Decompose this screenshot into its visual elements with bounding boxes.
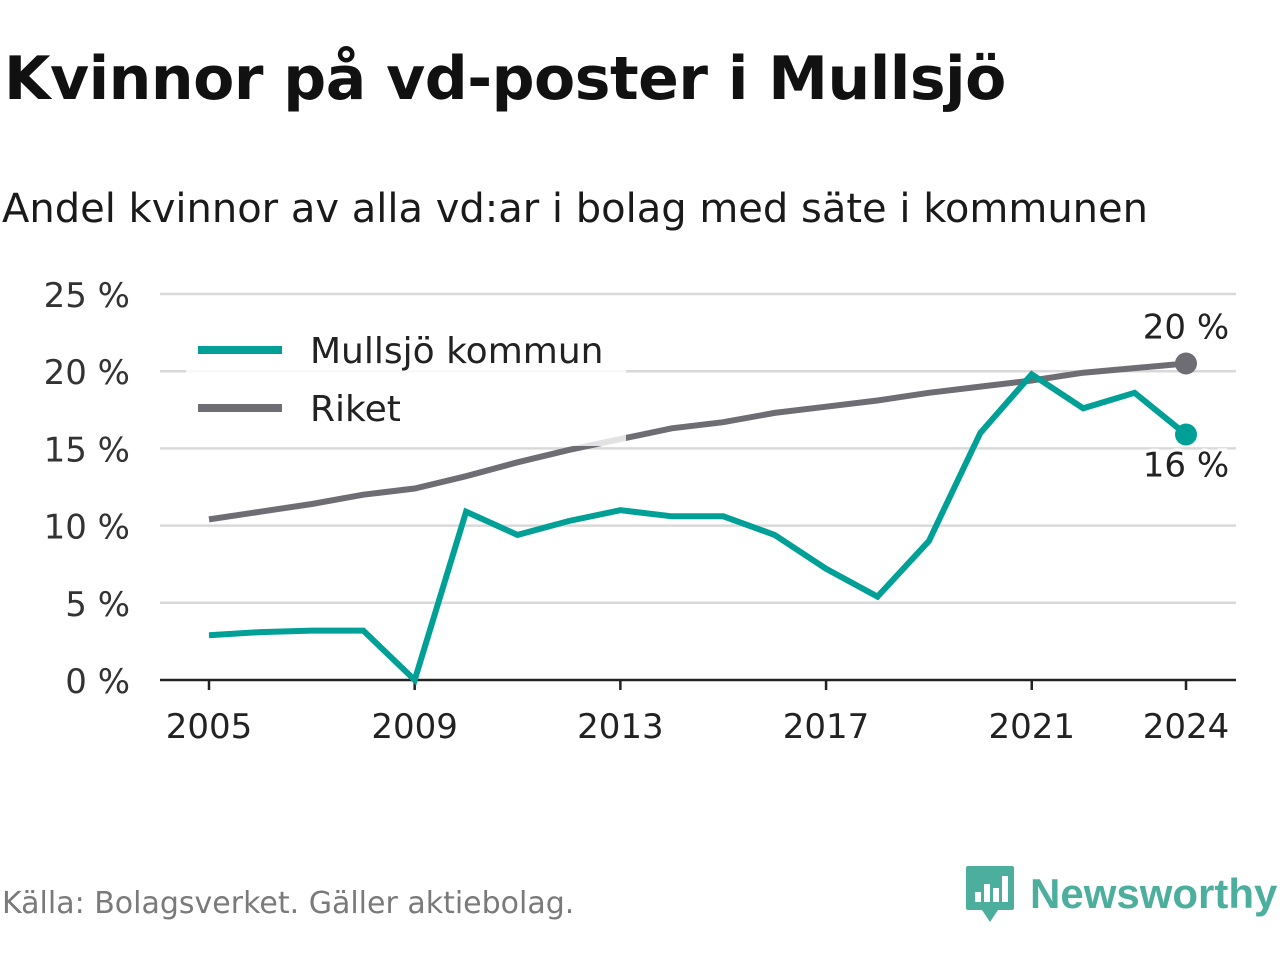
y-tick-label: 15 % (44, 430, 130, 470)
series-lines (208, 352, 1197, 686)
y-tick-label: 5 % (65, 585, 130, 625)
chart-title: Kvinnor på vd-poster i Mullsjö (4, 44, 1006, 114)
x-tick-label: 2005 (166, 707, 253, 747)
grid-lines (160, 292, 1236, 682)
chart-subtitle: Andel kvinnor av alla vd:ar i bolag med … (2, 186, 1148, 232)
y-tick-label: 20 % (44, 353, 130, 393)
newsworthy-logo-icon (966, 866, 1014, 922)
x-tick-label: 2024 (1143, 707, 1230, 747)
series-end-label: 20 % (1143, 307, 1229, 347)
x-axis-ticks: 2005 2009 2013 2017 2021 2024 (166, 680, 1230, 747)
y-tick-label: 25 % (44, 276, 130, 316)
legend: Mullsjö kommun Riket (186, 324, 626, 446)
y-axis-ticks: 0 % 5 % 10 % 15 % 20 % 25 % (44, 276, 130, 702)
brand-logo[interactable]: Newsworthy (964, 864, 1277, 924)
x-tick-label: 2013 (577, 707, 664, 747)
legend-label: Riket (310, 389, 401, 430)
x-tick-label: 2017 (783, 707, 870, 747)
line-chart: 0 %5 %10 %15 %20 %25 % 2005 2009 2013 2017 2… (44, 276, 1236, 747)
series-end-label: 16 % (1143, 446, 1229, 486)
legend-background (186, 324, 626, 446)
series-line (208, 370, 1188, 686)
series-end-point (1175, 352, 1197, 375)
x-tick-label: 2021 (988, 707, 1075, 747)
series-end-point (1175, 423, 1197, 446)
brand-name: Newsworthy (1030, 870, 1278, 917)
x-tick-label: 2009 (371, 707, 458, 747)
y-tick-label: 10 % (44, 508, 130, 548)
y-tick-label: 0 % (65, 662, 130, 702)
end-labels: 16 % 20 % (1140, 304, 1232, 488)
source-note: Källa: Bolagsverket. Gäller aktiebolag. (2, 886, 575, 921)
legend-label: Mullsjö kommun (310, 331, 603, 372)
